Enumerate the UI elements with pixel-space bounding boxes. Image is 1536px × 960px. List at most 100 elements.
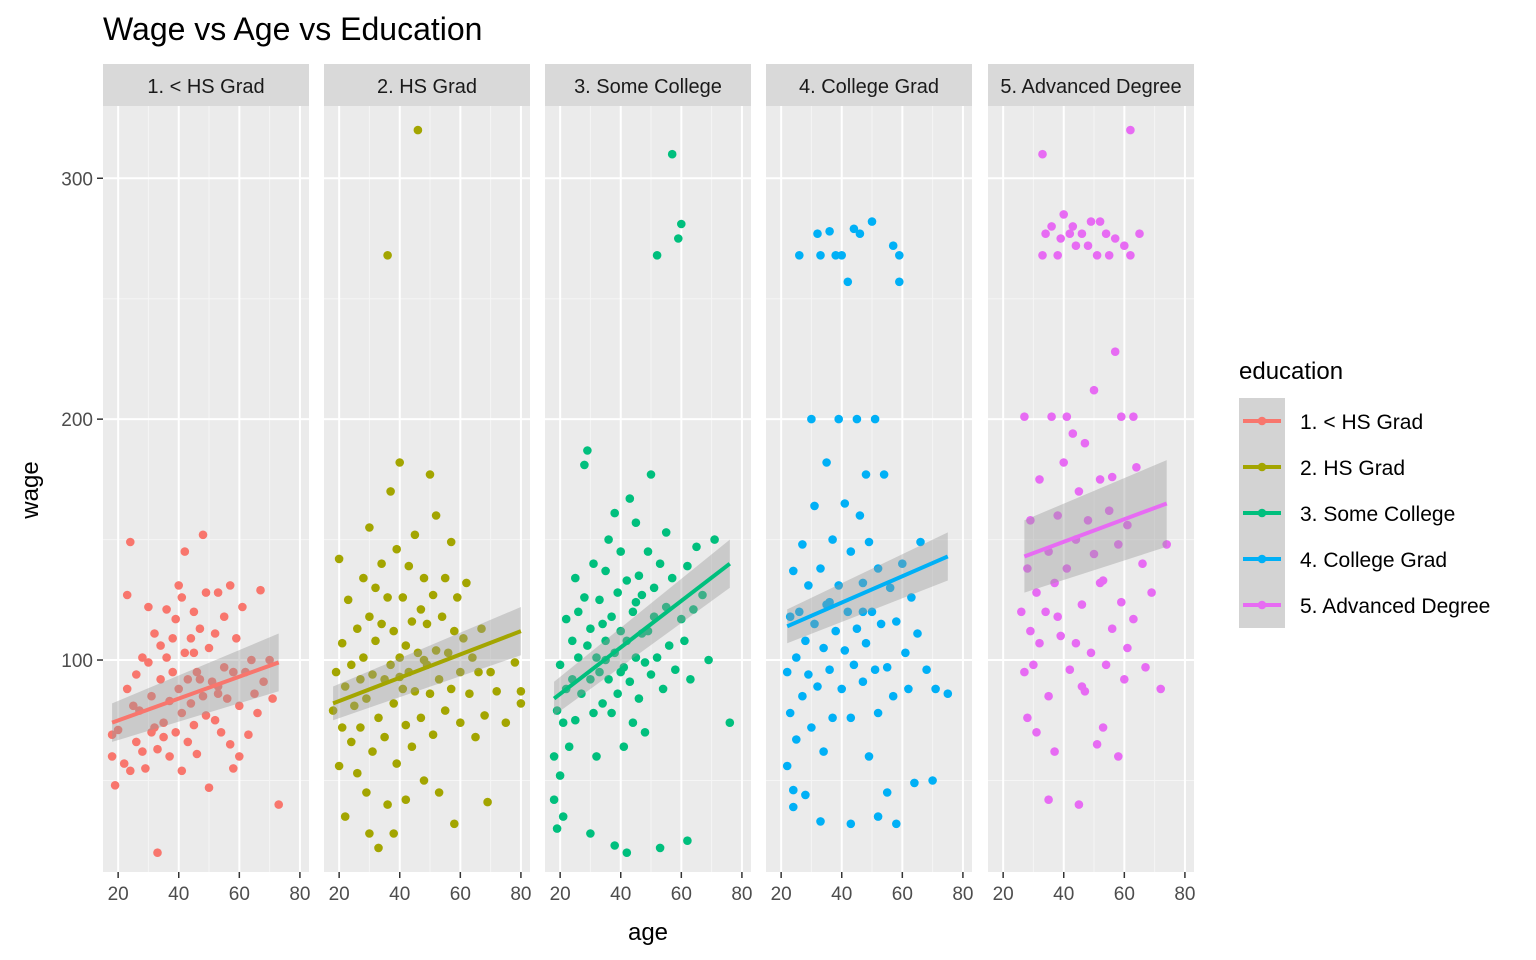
trend-line — [111, 660, 280, 725]
data-point — [589, 559, 598, 568]
data-point — [852, 624, 862, 633]
data-point — [386, 487, 395, 496]
data-point — [816, 251, 825, 260]
data-point — [1068, 222, 1078, 231]
data-point — [168, 667, 177, 677]
data-point — [347, 660, 356, 670]
series-points — [782, 217, 953, 829]
data-point — [1110, 347, 1120, 357]
data-point — [189, 720, 199, 730]
data-point — [219, 663, 229, 672]
data-point — [895, 277, 904, 287]
y-axis-label: wage — [17, 461, 44, 519]
data-point — [474, 667, 483, 677]
data-point — [331, 667, 341, 677]
data-point — [1038, 149, 1047, 159]
data-point — [450, 626, 459, 636]
data-point — [192, 667, 202, 677]
data-point — [828, 535, 837, 544]
data-point — [1077, 600, 1087, 609]
data-point — [580, 460, 589, 470]
data-point — [392, 544, 402, 554]
data-point — [683, 561, 692, 571]
data-point — [1095, 217, 1105, 226]
data-point — [583, 446, 592, 455]
data-point — [428, 590, 438, 600]
data-point — [213, 588, 223, 597]
legend-item-label: 1. < HS Grad — [1300, 411, 1423, 434]
data-point — [1071, 241, 1081, 250]
data-point — [558, 718, 568, 727]
facet-strip-label: 1. < HS Grad — [147, 76, 264, 98]
data-point — [201, 588, 211, 597]
data-point — [171, 728, 180, 737]
data-point — [928, 776, 937, 785]
data-point — [864, 537, 874, 547]
data-point — [195, 624, 205, 633]
facet-strip — [324, 64, 530, 106]
data-point — [652, 251, 662, 260]
data-point — [1026, 626, 1035, 636]
legend-item-label: 4. College Grad — [1300, 549, 1447, 572]
data-point — [785, 708, 795, 718]
data-point — [825, 227, 834, 236]
data-point — [159, 732, 168, 742]
data-point — [1044, 795, 1053, 804]
data-point — [138, 653, 147, 662]
data-point — [828, 713, 837, 723]
data-point — [183, 675, 193, 684]
data-point — [410, 687, 420, 696]
data-point — [616, 667, 625, 677]
data-point — [555, 771, 565, 780]
data-point — [516, 687, 526, 696]
data-point — [655, 843, 665, 853]
data-point — [1023, 564, 1032, 573]
data-point — [879, 470, 889, 479]
data-point — [244, 730, 253, 739]
data-point — [885, 583, 895, 593]
data-point — [1101, 229, 1111, 238]
data-point — [359, 573, 368, 583]
data-point — [159, 718, 168, 727]
data-point — [434, 788, 444, 797]
data-point — [922, 665, 931, 674]
data-point — [613, 689, 622, 698]
x-tick-label: 60 — [450, 884, 471, 905]
data-point — [156, 675, 165, 684]
data-point — [413, 125, 423, 135]
data-point — [834, 581, 843, 590]
data-point — [1062, 412, 1072, 422]
data-point — [213, 689, 223, 698]
data-point — [1080, 438, 1090, 448]
data-point — [446, 537, 456, 547]
data-point — [126, 537, 135, 547]
x-tick-label: 80 — [731, 884, 752, 905]
data-point — [601, 566, 610, 576]
data-point — [667, 573, 677, 583]
data-point — [552, 706, 562, 715]
data-point — [437, 612, 447, 621]
data-point — [1141, 663, 1150, 672]
data-point — [371, 583, 380, 593]
data-point — [861, 638, 871, 648]
data-point — [598, 619, 607, 629]
facet-strip — [988, 64, 1194, 106]
data-point — [198, 530, 208, 540]
data-point — [468, 653, 477, 662]
data-point — [1107, 624, 1117, 633]
data-point — [362, 788, 371, 797]
data-point — [334, 761, 344, 771]
data-point — [477, 624, 486, 633]
x-tick-label: 60 — [229, 884, 250, 905]
data-point — [177, 766, 187, 776]
data-point — [1092, 251, 1102, 260]
data-point — [810, 501, 819, 511]
data-point — [1086, 217, 1096, 226]
data-point — [1126, 125, 1135, 135]
data-point — [1101, 660, 1111, 670]
data-point — [552, 824, 562, 833]
data-point — [428, 730, 438, 739]
data-point — [122, 684, 132, 694]
data-point — [416, 605, 426, 614]
data-point — [789, 566, 798, 576]
